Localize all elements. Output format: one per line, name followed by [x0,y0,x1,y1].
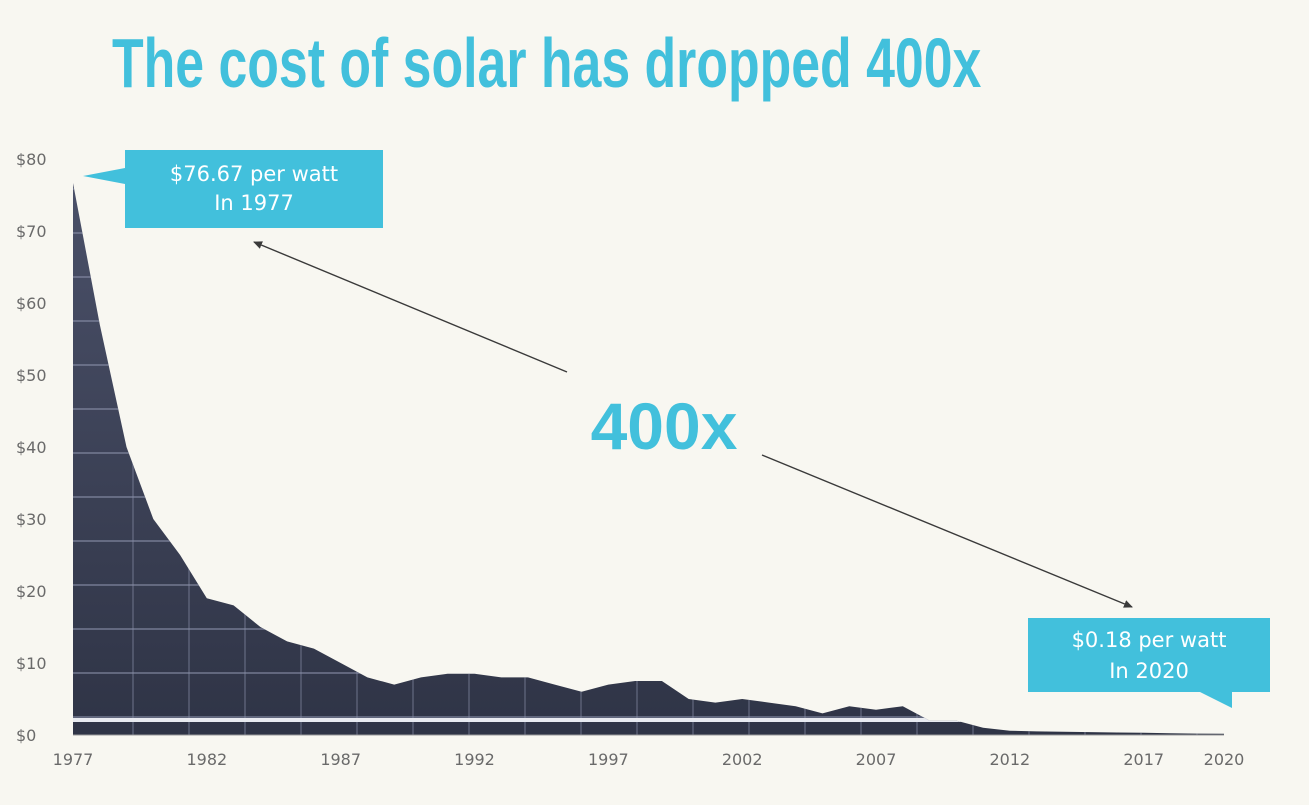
page-title: The cost of solar has dropped 400x [112,24,982,102]
series-area [73,183,1224,735]
callout-1977: $76.67 per watt In 1977 [83,150,383,228]
arrow-to-1977 [253,241,568,373]
callout-2020: $0.18 per watt In 2020 [1028,618,1270,708]
callout-2020-line-1: $0.18 per watt [1072,628,1227,652]
y-tick-label: $80 [16,150,47,169]
y-tick-label: $20 [16,582,47,601]
x-tick-label: 1987 [320,750,361,769]
x-tick-label: 2007 [856,750,897,769]
y-tick-label: $50 [16,366,47,385]
y-tick-label: $40 [16,438,47,457]
y-tick-label: $10 [16,654,47,673]
x-tick-label: 1982 [186,750,227,769]
callout-2020-line-2: In 2020 [1109,659,1189,683]
y-axis: $0 $10 $20 $30 $40 $50 $60 $70 $80 [16,150,47,745]
big-label-backdrop [568,370,760,488]
callout-2020-box [1028,618,1270,708]
x-tick-label: 1997 [588,750,629,769]
y-tick-label: $30 [16,510,47,529]
x-tick-label: 2012 [990,750,1031,769]
y-tick-label: $60 [16,294,47,313]
x-tick-label: 2002 [722,750,763,769]
x-tick-label: 2017 [1123,750,1164,769]
callout-1977-line-1: $76.67 per watt [170,162,338,186]
x-tick-label: 1992 [454,750,495,769]
x-tick-label: 2020 [1204,750,1245,769]
x-axis: 1977 1982 1987 1992 1997 2002 2007 2012 2017 2020 [53,750,1245,769]
y-tick-label: $70 [16,222,47,241]
callout-1977-box [83,150,383,228]
callout-1977-line-2: In 1977 [214,191,294,215]
arrow-to-2020 [761,454,1133,608]
big-label-400x: 400x [591,389,738,463]
x-tick-label: 1977 [53,750,94,769]
panel-frame-highlight [73,718,1224,722]
y-tick-label: $0 [16,726,36,745]
